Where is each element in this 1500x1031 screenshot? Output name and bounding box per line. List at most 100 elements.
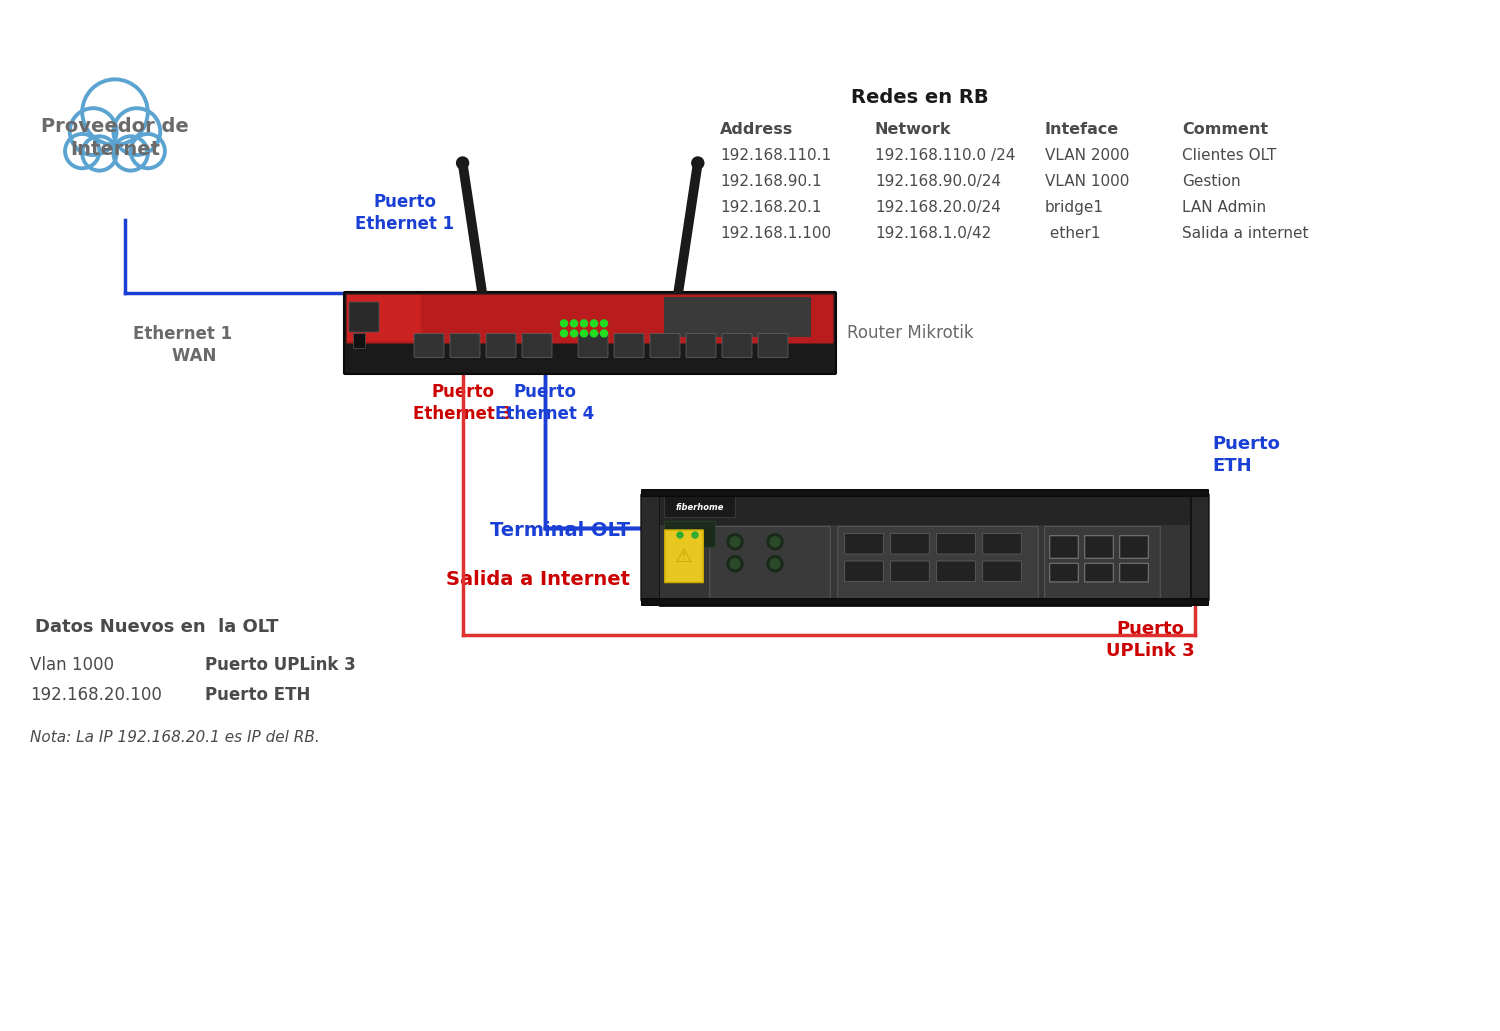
FancyBboxPatch shape	[346, 295, 834, 343]
Text: Gestion: Gestion	[1182, 174, 1240, 189]
FancyBboxPatch shape	[664, 522, 716, 547]
Text: ether1: ether1	[1046, 226, 1101, 241]
FancyBboxPatch shape	[891, 561, 930, 581]
FancyBboxPatch shape	[578, 334, 608, 358]
FancyBboxPatch shape	[982, 533, 1022, 554]
Text: 192.168.20.0/24: 192.168.20.0/24	[874, 200, 1001, 215]
FancyBboxPatch shape	[663, 297, 810, 337]
FancyBboxPatch shape	[660, 525, 1190, 605]
Text: VLAN 2000: VLAN 2000	[1046, 148, 1130, 163]
FancyBboxPatch shape	[1119, 563, 1149, 581]
Text: Address: Address	[720, 122, 794, 137]
Text: ⚠: ⚠	[675, 546, 693, 566]
FancyBboxPatch shape	[650, 334, 680, 358]
Text: Puerto
Ethernet 3: Puerto Ethernet 3	[414, 383, 513, 423]
Text: Nota: La IP 192.168.20.1 es IP del RB.: Nota: La IP 192.168.20.1 es IP del RB.	[30, 730, 320, 745]
Text: Ethernet 1
    WAN: Ethernet 1 WAN	[134, 325, 232, 365]
FancyBboxPatch shape	[710, 527, 831, 598]
FancyBboxPatch shape	[1084, 563, 1113, 581]
FancyBboxPatch shape	[346, 295, 420, 341]
FancyBboxPatch shape	[664, 530, 704, 583]
Circle shape	[728, 534, 742, 550]
Circle shape	[570, 330, 578, 337]
Text: Puerto
UPLink 3: Puerto UPLink 3	[1106, 620, 1194, 660]
FancyBboxPatch shape	[722, 334, 752, 358]
FancyBboxPatch shape	[891, 533, 930, 554]
Circle shape	[728, 556, 742, 572]
Text: Salida a Internet: Salida a Internet	[446, 570, 630, 589]
FancyBboxPatch shape	[844, 533, 883, 554]
Circle shape	[64, 134, 99, 168]
Text: Proveedor de
Internet: Proveedor de Internet	[40, 117, 189, 159]
FancyBboxPatch shape	[1119, 536, 1149, 559]
Circle shape	[770, 537, 780, 546]
Circle shape	[580, 330, 588, 337]
FancyBboxPatch shape	[660, 490, 1190, 525]
Text: Inteface: Inteface	[1046, 122, 1119, 137]
FancyBboxPatch shape	[1050, 563, 1078, 581]
Circle shape	[82, 79, 148, 145]
Circle shape	[561, 330, 567, 337]
Circle shape	[580, 320, 588, 327]
Circle shape	[766, 534, 783, 550]
FancyBboxPatch shape	[686, 334, 716, 358]
FancyBboxPatch shape	[660, 490, 1190, 605]
Text: LAN Admin: LAN Admin	[1182, 200, 1266, 215]
Circle shape	[770, 559, 780, 569]
FancyBboxPatch shape	[982, 561, 1022, 581]
FancyBboxPatch shape	[352, 333, 364, 348]
Text: 192.168.1.0/42: 192.168.1.0/42	[874, 226, 992, 241]
Text: Comment: Comment	[1182, 122, 1268, 137]
Text: Puerto
ETH: Puerto ETH	[1212, 435, 1280, 475]
Circle shape	[766, 556, 783, 572]
FancyBboxPatch shape	[450, 334, 480, 358]
Text: Salida a internet: Salida a internet	[1182, 226, 1308, 241]
Circle shape	[82, 136, 117, 170]
Text: Terminal OLT: Terminal OLT	[490, 521, 630, 540]
Circle shape	[591, 320, 597, 327]
FancyBboxPatch shape	[486, 334, 516, 358]
Text: Network: Network	[874, 122, 951, 137]
Text: 192.168.1.100: 192.168.1.100	[720, 226, 831, 241]
Circle shape	[456, 157, 468, 169]
Text: Router Mikrotik: Router Mikrotik	[847, 324, 974, 342]
Text: Vlan 1000: Vlan 1000	[30, 656, 114, 674]
Text: Puerto
Ethernet 4: Puerto Ethernet 4	[495, 383, 594, 423]
FancyBboxPatch shape	[936, 561, 975, 581]
Text: 192.168.110.1: 192.168.110.1	[720, 148, 831, 163]
FancyBboxPatch shape	[1044, 527, 1161, 598]
FancyBboxPatch shape	[664, 495, 735, 518]
Text: Clientes OLT: Clientes OLT	[1182, 148, 1276, 163]
Circle shape	[570, 320, 578, 327]
Text: 192.168.90.0/24: 192.168.90.0/24	[874, 174, 1001, 189]
Circle shape	[600, 320, 608, 327]
Circle shape	[70, 108, 117, 155]
Circle shape	[730, 537, 740, 546]
FancyBboxPatch shape	[414, 334, 444, 358]
Circle shape	[730, 559, 740, 569]
Text: 192.168.110.0 /24: 192.168.110.0 /24	[874, 148, 1016, 163]
FancyBboxPatch shape	[642, 599, 1209, 605]
Text: VLAN 1000: VLAN 1000	[1046, 174, 1130, 189]
FancyBboxPatch shape	[350, 302, 380, 332]
FancyBboxPatch shape	[758, 334, 788, 358]
FancyBboxPatch shape	[614, 334, 644, 358]
FancyBboxPatch shape	[642, 490, 1209, 496]
Circle shape	[561, 320, 567, 327]
Text: fiberhome: fiberhome	[676, 502, 724, 511]
FancyBboxPatch shape	[522, 334, 552, 358]
FancyBboxPatch shape	[844, 561, 883, 581]
Text: Puerto ETH: Puerto ETH	[206, 686, 310, 704]
FancyBboxPatch shape	[1050, 536, 1078, 559]
FancyBboxPatch shape	[344, 292, 836, 374]
Circle shape	[130, 134, 165, 168]
Text: 192.168.90.1: 192.168.90.1	[720, 174, 822, 189]
FancyBboxPatch shape	[640, 494, 662, 601]
FancyBboxPatch shape	[1084, 536, 1113, 559]
Text: Puerto
Ethernet 1: Puerto Ethernet 1	[356, 193, 454, 233]
Circle shape	[600, 330, 608, 337]
Circle shape	[591, 330, 597, 337]
Circle shape	[676, 532, 682, 538]
Text: 192.168.20.1: 192.168.20.1	[720, 200, 822, 215]
FancyBboxPatch shape	[1190, 494, 1209, 601]
